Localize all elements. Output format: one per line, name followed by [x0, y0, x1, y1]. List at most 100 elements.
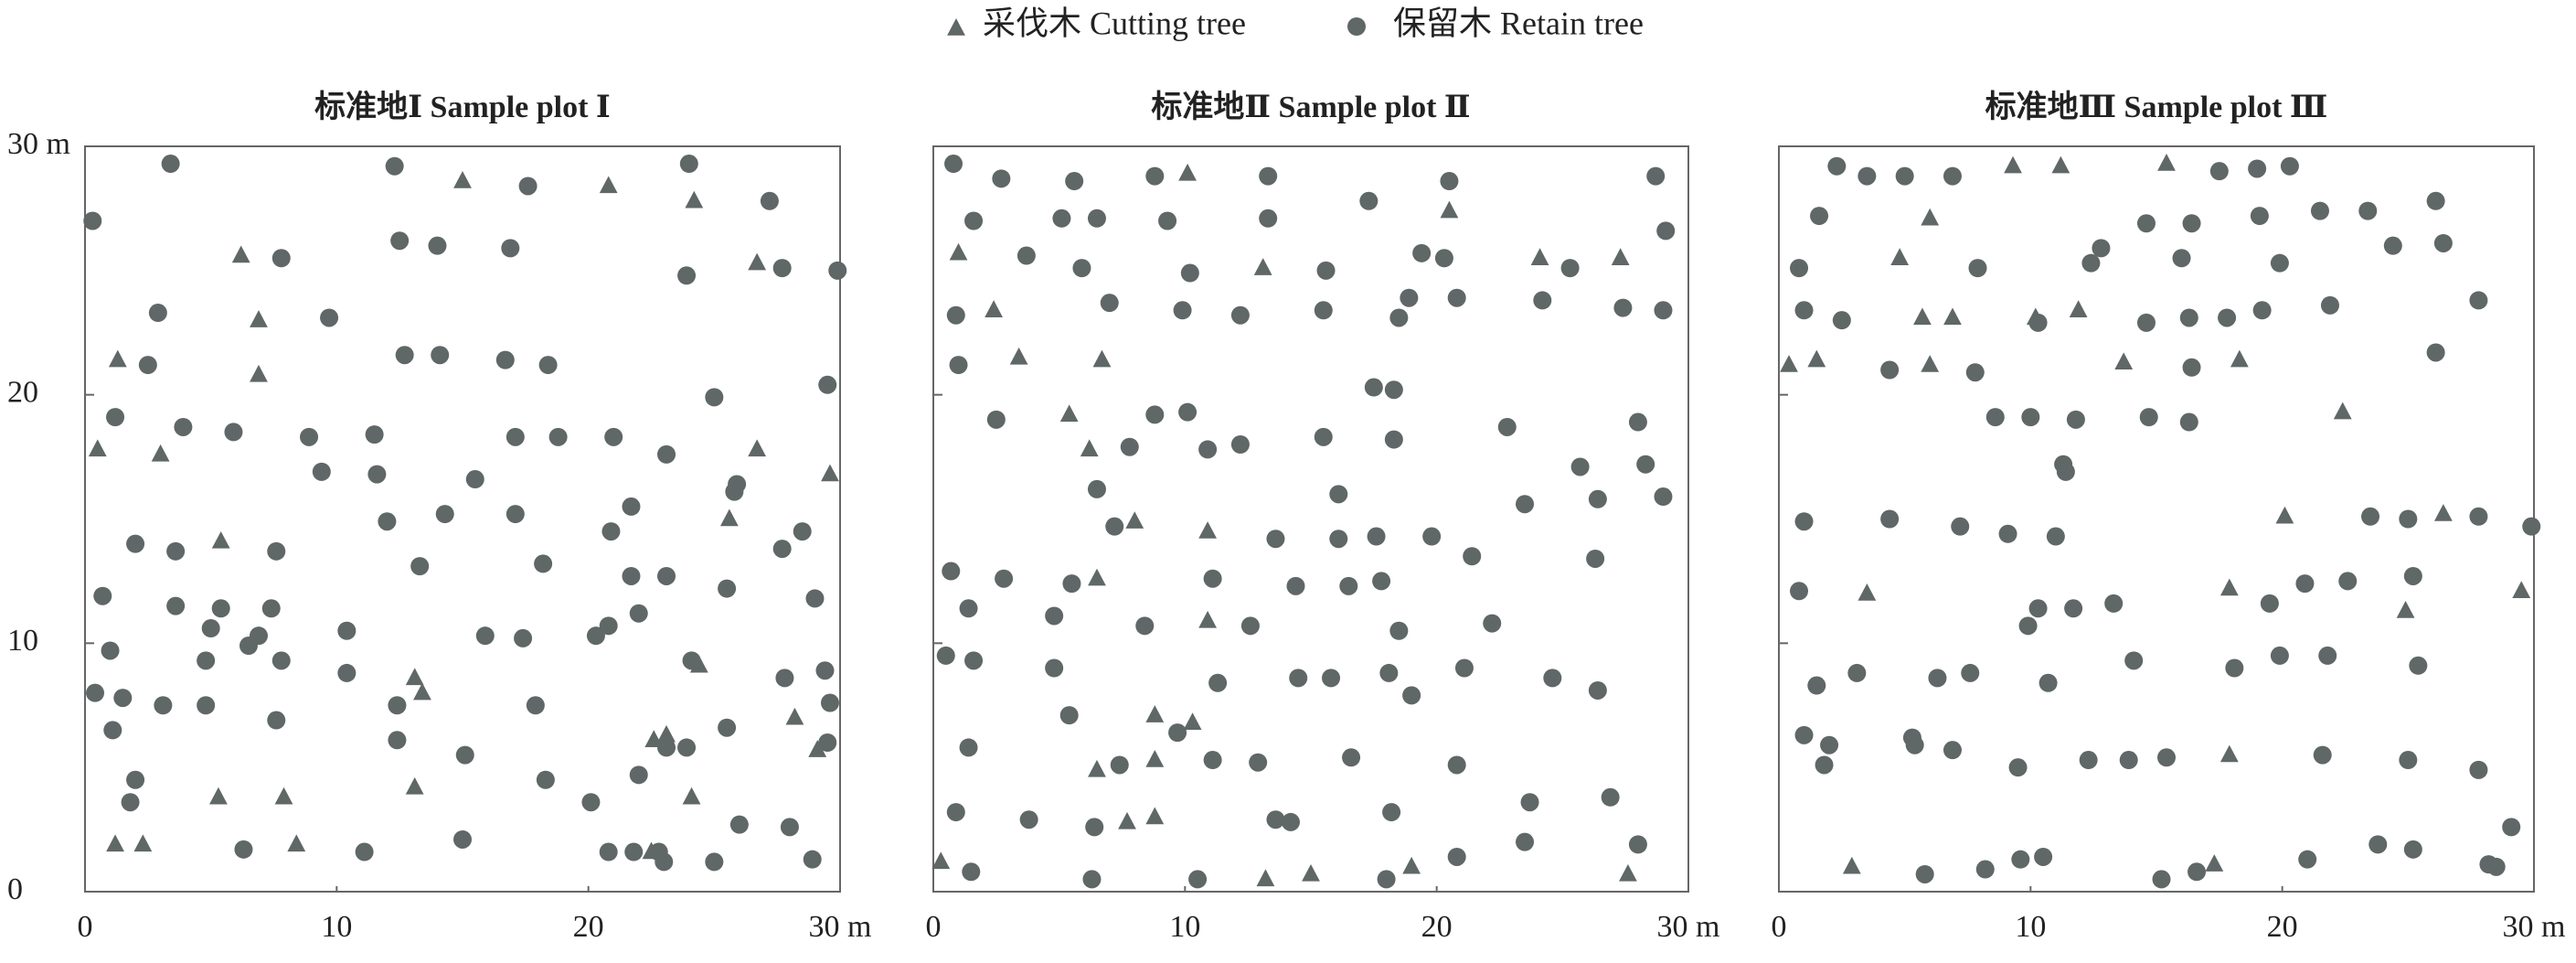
cutting-tree-point [2069, 300, 2088, 317]
retain-tree-point [1203, 751, 1222, 770]
retain-tree-point [828, 261, 847, 280]
retain-tree-point [1790, 259, 1809, 278]
cutting-tree-point [2114, 352, 2134, 370]
retain-tree-point [1203, 569, 1222, 588]
retain-tree-point [1880, 509, 1900, 529]
retain-tree-point [1516, 832, 1535, 851]
retain-tree-point [2092, 239, 2111, 258]
cutting-tree-point [682, 786, 701, 805]
plot-frame [932, 145, 1689, 893]
retain-tree-point [1654, 487, 1673, 507]
retain-tree-point [2433, 233, 2453, 252]
retain-tree-point [718, 579, 737, 598]
retain-tree-point [1259, 209, 1278, 228]
cutting-tree-point [2230, 349, 2249, 368]
retain-tree-point [1463, 547, 1482, 566]
retain-tree-point [312, 462, 331, 481]
retain-tree-point [629, 604, 648, 623]
retain-tree-point [2079, 751, 2098, 770]
retain-tree-point [1951, 517, 1970, 536]
retain-tree-point [629, 765, 648, 785]
retain-tree-point [2522, 517, 2541, 536]
x-tick-label: 10 [321, 910, 352, 944]
retain-tree-point [586, 626, 605, 646]
retain-tree-point [1065, 172, 1084, 191]
retain-tree-point [818, 375, 837, 394]
retain-tree-point [1059, 706, 1079, 725]
cutting-tree-point [1619, 863, 1637, 882]
retain-tree-point [197, 651, 216, 670]
retain-tree-point [1880, 360, 1900, 380]
cutting-tree-point [1198, 521, 1218, 539]
retain-tree-point [267, 541, 286, 561]
retain-tree-point [148, 304, 167, 323]
legend: 采伐木 Cutting tree 保留木 Retain tree [947, 5, 1644, 41]
retain-tree-point [1815, 755, 1834, 775]
retain-tree-point [1560, 259, 1580, 278]
cutting-tree-point [250, 310, 268, 327]
retain-tree-point [2310, 201, 2329, 220]
retain-tree-point [388, 696, 407, 715]
retain-tree-point [2399, 509, 2418, 529]
retain-tree-point [780, 818, 799, 837]
retain-tree-point [1085, 818, 1104, 837]
retain-tree-point [506, 427, 525, 446]
retain-tree-point [2252, 301, 2272, 320]
retain-tree-point [2338, 572, 2358, 591]
cutting-tree-point [2396, 601, 2415, 618]
retain-tree-point [1543, 669, 1562, 688]
cutting-tree-point [1198, 610, 1218, 628]
retain-tree-point [337, 621, 357, 640]
retain-tree-point [2383, 236, 2402, 255]
retain-tree-point [1998, 524, 2017, 543]
plot-frame [84, 145, 841, 893]
cutting-tree-point [231, 245, 250, 263]
retain-tree-point [942, 562, 961, 581]
retain-tree-point [2469, 760, 2488, 779]
cutting-tree-point [1125, 511, 1144, 529]
retain-tree-point [2368, 835, 2388, 854]
cutting-tree-point [2512, 581, 2531, 598]
cutting-tree-point [133, 834, 153, 852]
retain-tree-point [2028, 599, 2048, 618]
retain-tree-point [1447, 755, 1466, 775]
retain-tree-point [1314, 427, 1333, 446]
x-tick-label: 30 m [1657, 910, 1720, 944]
cutting-tree-point [88, 439, 107, 457]
cutting-tree-point [1183, 712, 1202, 730]
cutting-tree-point [1092, 349, 1112, 368]
cutting-tree-point [1440, 200, 1459, 219]
retain-tree-point [1794, 301, 1814, 320]
retain-tree-point [2318, 646, 2337, 665]
retain-tree-point [300, 427, 319, 446]
retain-tree-point [1230, 305, 1250, 325]
retain-tree-point [1168, 723, 1187, 743]
retain-tree-point [657, 566, 676, 585]
cutting-tree-point [287, 834, 306, 852]
retain-tree-point [2046, 527, 2065, 546]
cutting-tree-point [2219, 744, 2239, 763]
retain-tree-point [601, 522, 621, 541]
retain-tree-point [1440, 172, 1459, 191]
retain-tree-point [2182, 358, 2201, 377]
retain-tree-point [103, 721, 122, 740]
cutting-tree-point [2157, 154, 2176, 171]
cutting-tree-point [453, 171, 472, 188]
retain-tree-point [113, 689, 133, 708]
retain-tree-point [1230, 435, 1250, 454]
cutting-tree-point [274, 786, 293, 805]
retain-tree-point [775, 669, 794, 688]
cutting-tree-point [1080, 439, 1099, 457]
retain-tree-point [2172, 249, 2191, 268]
legend-marker [1347, 17, 1366, 36]
cutting-tree-point [2205, 854, 2224, 872]
retain-tree-point [718, 718, 737, 737]
retain-tree-point [959, 599, 978, 618]
cutting-tree-point [1253, 258, 1272, 275]
retain-tree-point [1820, 735, 1839, 754]
retain-tree-point [1372, 572, 1391, 591]
retain-tree-point [1173, 301, 1192, 320]
retain-tree-point [431, 346, 450, 365]
retain-tree-point [1266, 810, 1285, 829]
retain-tree-point [657, 738, 676, 757]
